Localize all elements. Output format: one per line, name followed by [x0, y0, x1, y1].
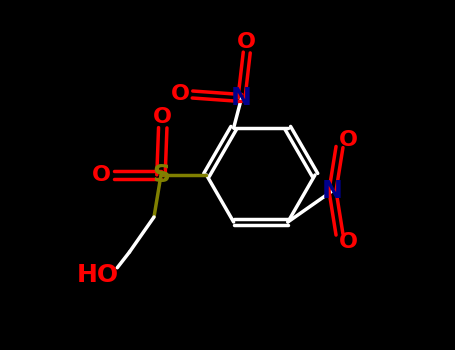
Text: N: N — [231, 86, 252, 110]
Text: N: N — [322, 179, 343, 203]
Text: S: S — [152, 163, 170, 187]
Text: HO: HO — [77, 263, 119, 287]
Text: O: O — [339, 130, 358, 150]
Text: O: O — [153, 107, 172, 127]
Text: O: O — [237, 32, 256, 52]
Text: O: O — [171, 84, 190, 105]
Text: O: O — [92, 165, 111, 185]
Text: O: O — [339, 231, 358, 252]
